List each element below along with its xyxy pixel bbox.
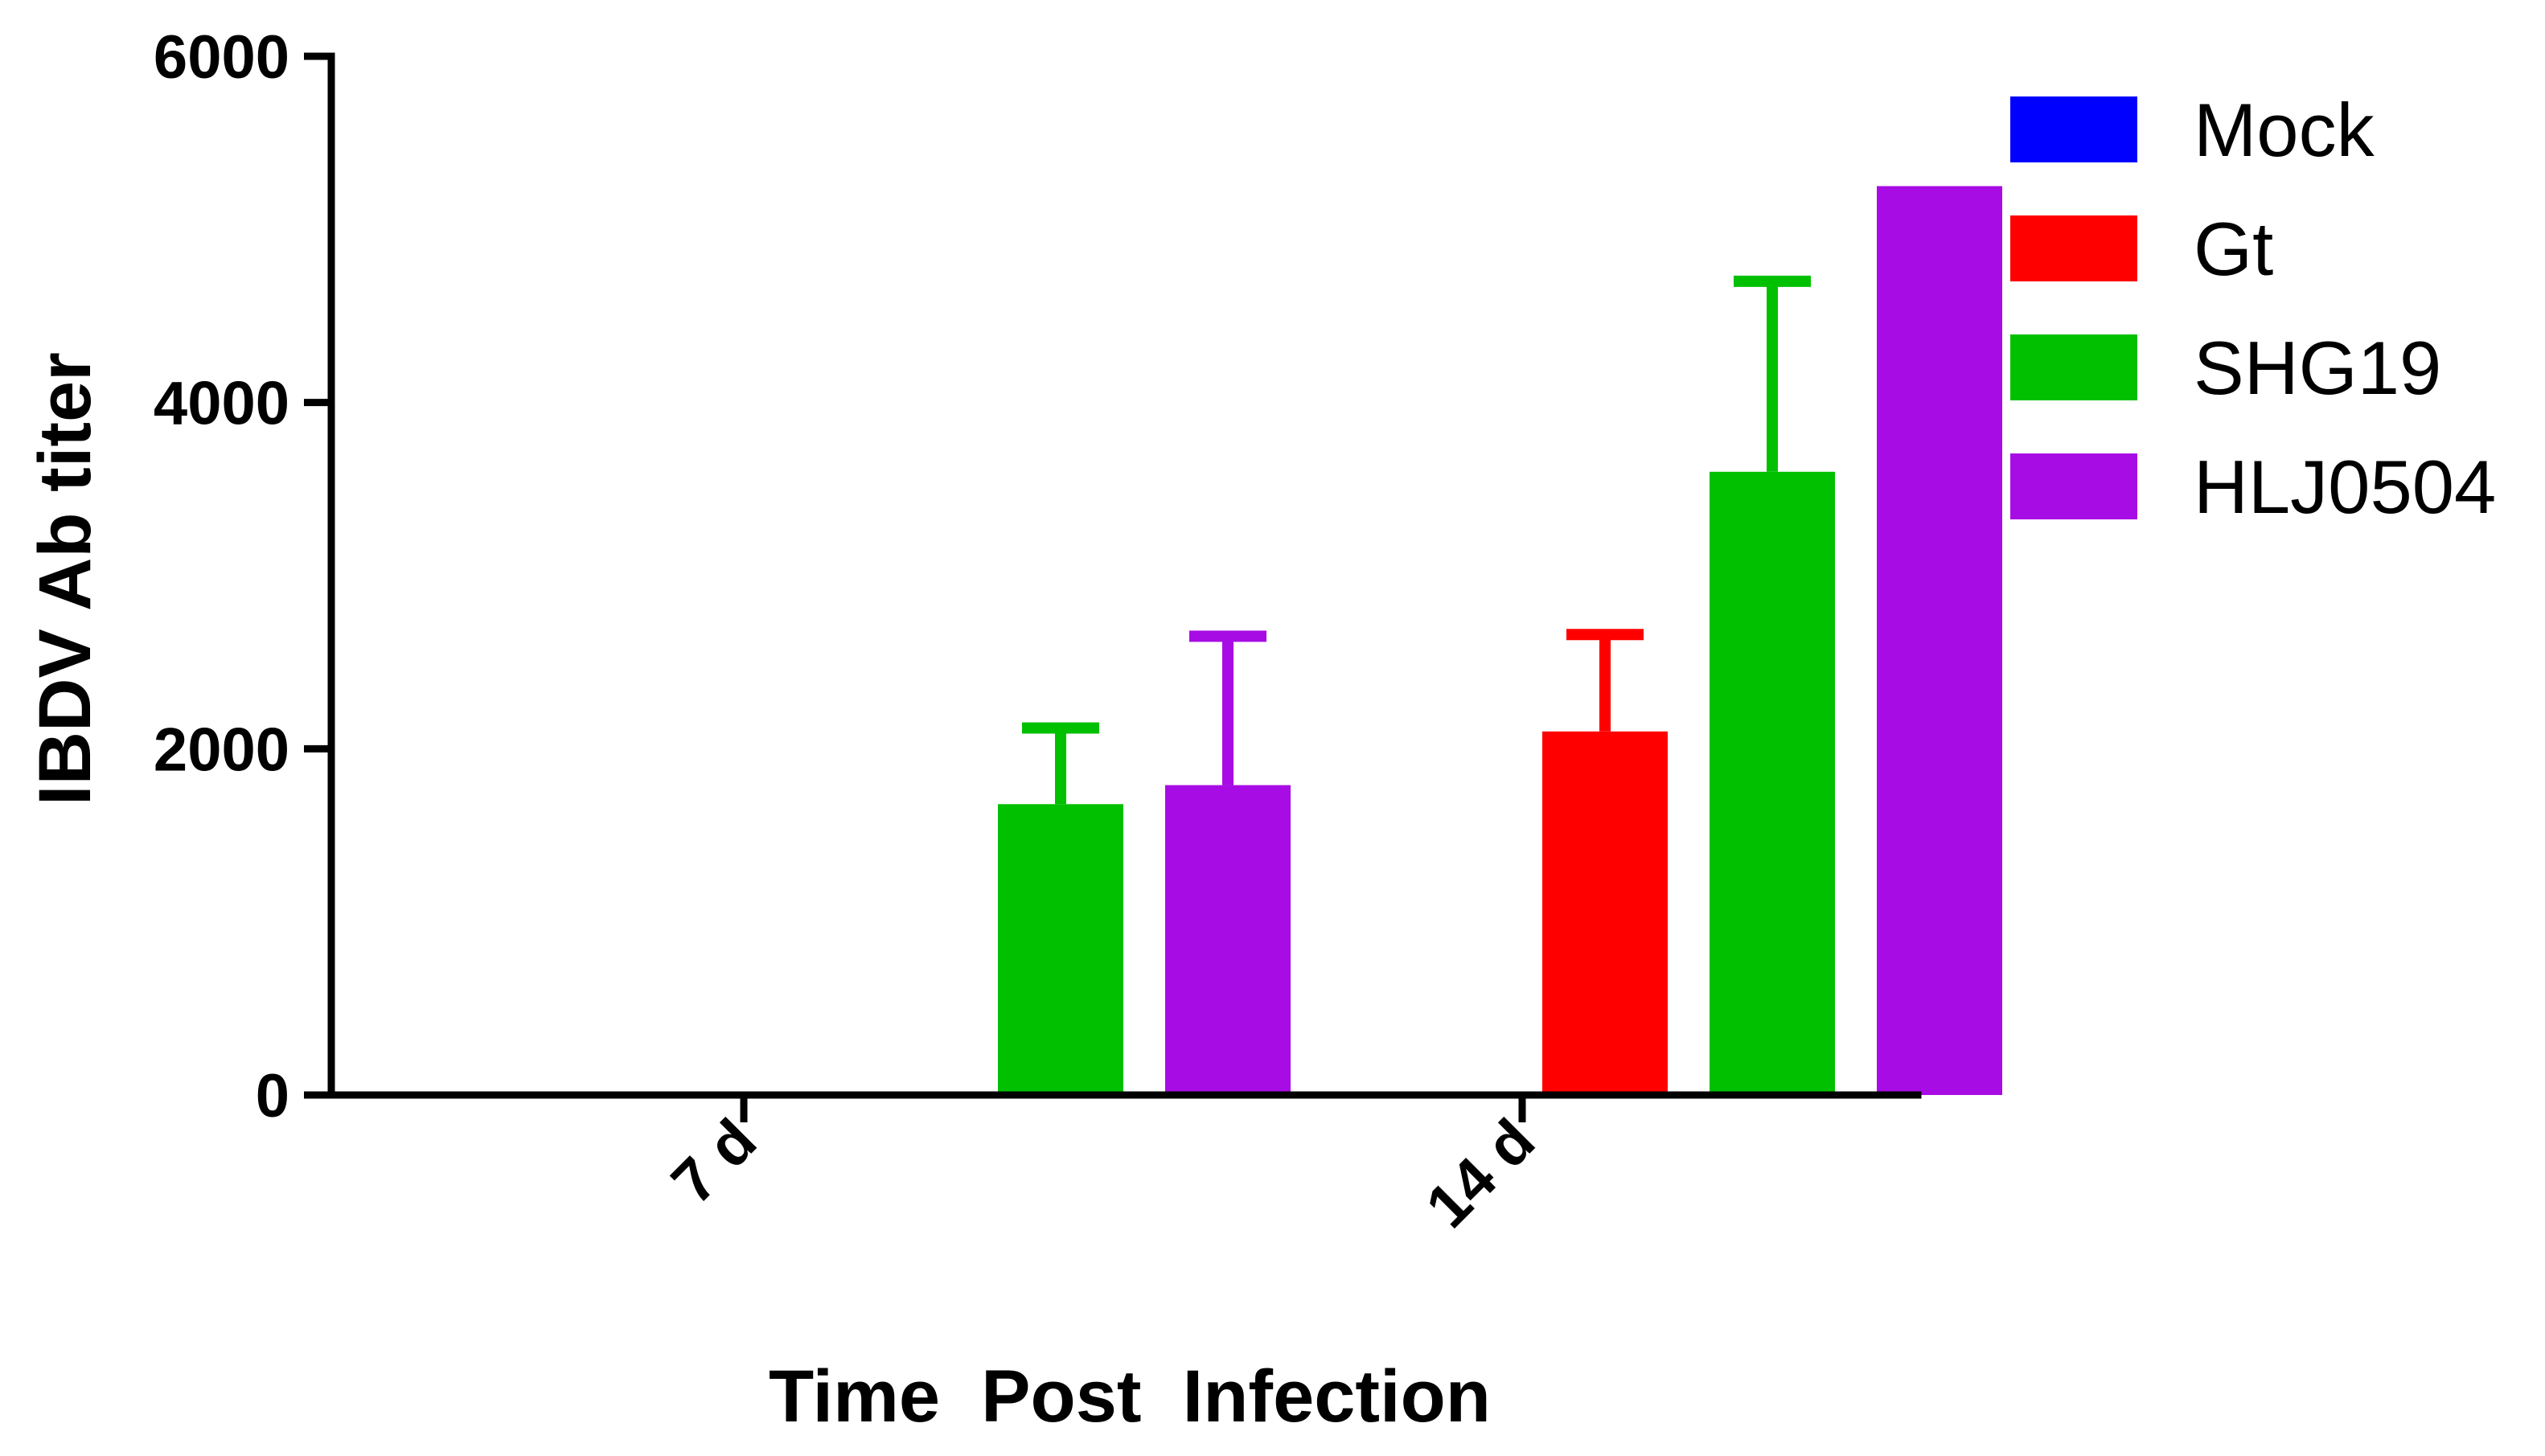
bar-hlj0504-14d (1877, 186, 2002, 1095)
x-axis-title: Time Post Infection (769, 1356, 1491, 1438)
y-tick-label: 6000 (154, 23, 289, 92)
y-axis-title: IBDV Ab titer (24, 352, 106, 806)
legend-swatch-hlj0504 (2010, 453, 2137, 519)
y-tick-label: 2000 (154, 716, 289, 784)
legend-label-mock: Mock (2194, 88, 2375, 172)
legend-swatch-gt (2010, 215, 2137, 281)
legend-label-gt: Gt (2194, 207, 2273, 291)
legend-swatch-mock (2010, 96, 2137, 162)
legend: Mock Gt SHG19 HLJ0504 (2010, 88, 2496, 529)
y-tick-label: 0 (256, 1062, 289, 1130)
bar-shg19-14d (1710, 471, 1835, 1095)
x-tick-label: 7 d (659, 1106, 770, 1217)
bar-hlj0504-7d (1165, 785, 1291, 1095)
x-tick-label: 14 d (1413, 1106, 1548, 1241)
legend-label-shg19: SHG19 (2194, 326, 2441, 410)
bar-shg19-7d (998, 804, 1123, 1095)
legend-swatch-shg19 (2010, 334, 2137, 400)
bar-gt-14d (1542, 731, 1668, 1095)
legend-label-hlj0504: HLJ0504 (2194, 445, 2496, 529)
y-tick-label: 4000 (154, 370, 289, 438)
